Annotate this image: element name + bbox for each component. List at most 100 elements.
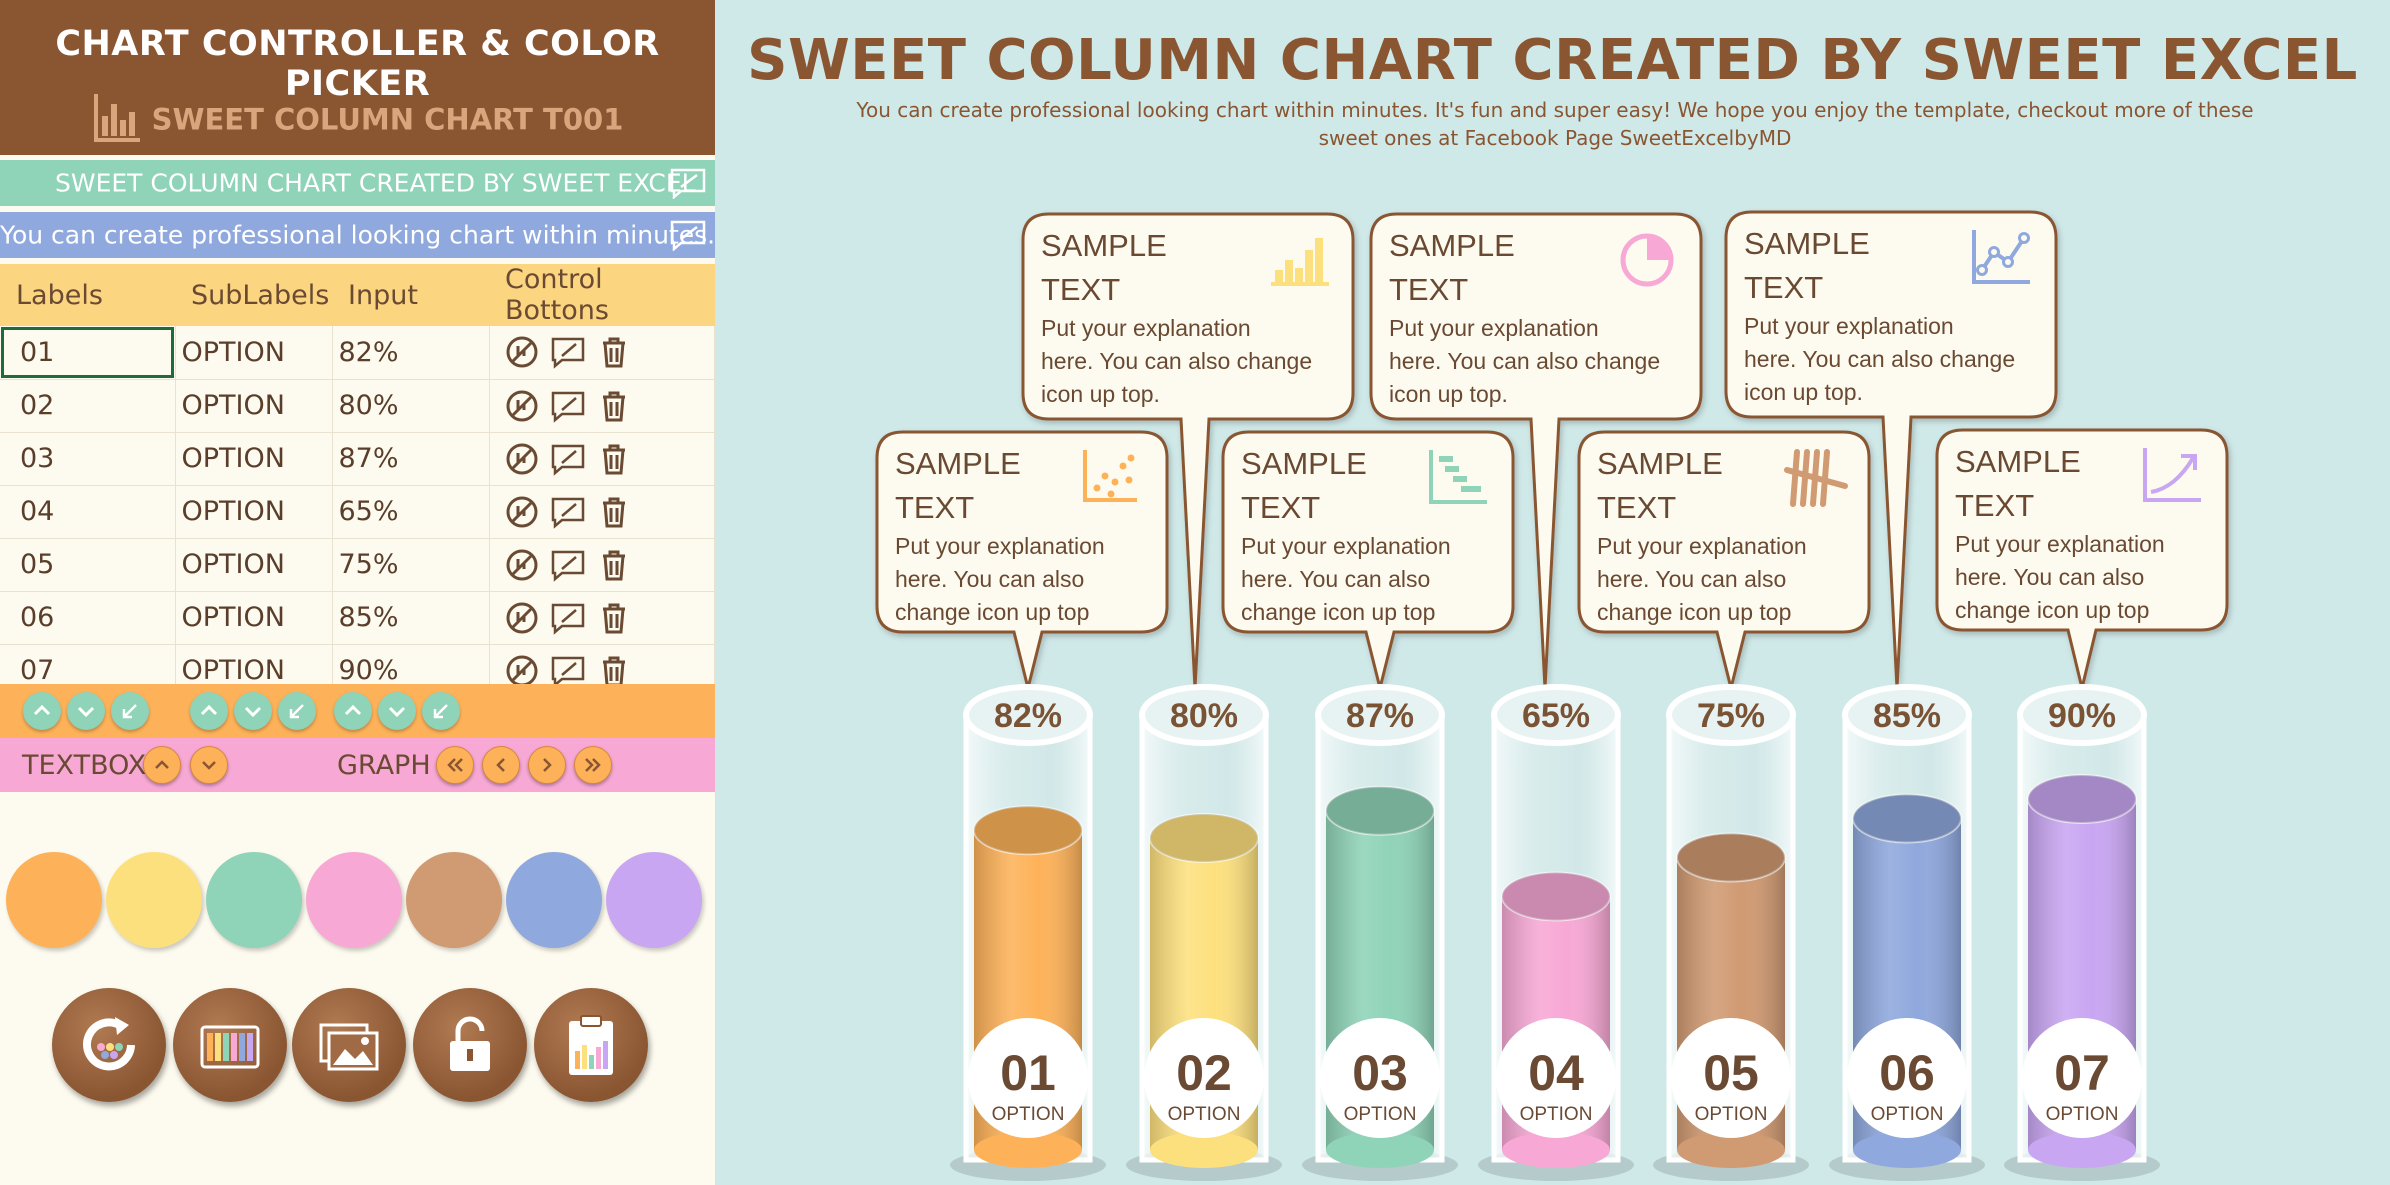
cell-sublabel[interactable]: OPTION — [175, 485, 333, 539]
move-down-button[interactable] — [378, 692, 416, 730]
color-palette-button[interactable] — [173, 988, 287, 1102]
callout-body: icon up top. — [1041, 381, 1160, 407]
cell-input[interactable]: 87% — [332, 432, 490, 486]
bar-top — [1501, 871, 1611, 922]
cell-input[interactable]: 82% — [332, 326, 490, 380]
edit-textbox-icon[interactable] — [550, 494, 586, 530]
graph-first-button[interactable] — [436, 746, 474, 784]
color-swatch[interactable] — [106, 852, 202, 948]
color-swatch[interactable] — [306, 852, 402, 948]
callout-box[interactable]: SAMPLE TEXT Put your explanation here. You … — [1369, 212, 1703, 689]
chart-description: You can create professional looking char… — [856, 98, 2254, 150]
bar-value-label: 82% — [994, 697, 1062, 735]
callout-box[interactable]: SAMPLE TEXT Put your explanation here. You … — [1724, 210, 2058, 689]
bar-top-shade — [2028, 775, 2136, 823]
col-header-control-buttons: Control Bottons — [489, 264, 715, 326]
move-up-button[interactable] — [334, 692, 372, 730]
bar-base — [1326, 1132, 1434, 1168]
resize-button[interactable] — [278, 692, 316, 730]
cell-sublabel[interactable]: OPTION — [175, 326, 333, 380]
trash-icon[interactable] — [596, 547, 632, 583]
unlock-button[interactable] — [413, 988, 527, 1102]
category-sublabel: OPTION — [1695, 1104, 1768, 1125]
hide-bar-icon[interactable] — [504, 334, 540, 370]
cell-label[interactable]: 02 — [0, 379, 176, 433]
cell-input[interactable]: 75% — [332, 538, 490, 592]
cell-label[interactable]: 01 — [0, 326, 176, 380]
chart-title-input-value: SWEET COLUMN CHART CREATED BY SWEET EXCE… — [55, 168, 696, 198]
col-header-sublabels: SubLabels — [175, 264, 332, 326]
cell-label[interactable]: 05 — [0, 538, 176, 592]
color-swatch[interactable] — [506, 852, 602, 948]
bar-top-shade — [1502, 872, 1610, 921]
edit-textbox-icon[interactable] — [550, 388, 586, 424]
callout-box[interactable]: SAMPLE TEXT Put your explanation here. You … — [1021, 212, 1355, 689]
textbox-down-button[interactable] — [190, 746, 228, 784]
resize-button[interactable] — [422, 692, 460, 730]
cell-input[interactable]: 80% — [332, 379, 490, 433]
chart-area: SWEET COLUMN CHART CREATED BY SWEET EXCE… — [715, 0, 2390, 1185]
callout-box[interactable]: SAMPLE TEXT Put your explanation here. You … — [1935, 428, 2229, 689]
clipboard-icon — [569, 1015, 613, 1075]
move-up-button[interactable] — [190, 692, 228, 730]
hide-bar-icon[interactable] — [504, 388, 540, 424]
cell-sublabel[interactable]: OPTION — [175, 538, 333, 592]
trash-icon[interactable] — [596, 600, 632, 636]
hide-bar-icon[interactable] — [504, 600, 540, 636]
chart-description-input[interactable]: You can create professional looking char… — [0, 212, 715, 258]
hide-bar-icon[interactable] — [504, 494, 540, 530]
color-swatch[interactable] — [606, 852, 702, 948]
trash-icon[interactable] — [596, 334, 632, 370]
callout-body: here. You can also — [1955, 564, 2144, 590]
cell-label[interactable]: 06 — [0, 591, 176, 645]
tally-icon — [1784, 449, 1848, 507]
edit-textbox-icon[interactable] — [669, 219, 707, 251]
callout-body: Put your explanation — [1241, 533, 1451, 559]
move-up-button[interactable] — [23, 692, 61, 730]
cell-sublabel[interactable]: OPTION — [175, 591, 333, 645]
move-down-button[interactable] — [234, 692, 272, 730]
edit-textbox-icon[interactable] — [550, 441, 586, 477]
image-icon — [319, 1023, 379, 1071]
resize-button[interactable] — [111, 692, 149, 730]
color-swatch[interactable] — [406, 852, 502, 948]
graph-next-button[interactable] — [528, 746, 566, 784]
clipboard-button[interactable] — [534, 988, 648, 1102]
cell-input[interactable]: 65% — [332, 485, 490, 539]
trash-icon[interactable] — [596, 388, 632, 424]
cell-sublabel[interactable]: OPTION — [175, 432, 333, 486]
edit-textbox-icon[interactable] — [550, 653, 586, 689]
trash-icon[interactable] — [596, 441, 632, 477]
trash-icon[interactable] — [596, 494, 632, 530]
graph-last-button[interactable] — [574, 746, 612, 784]
chart-title-input[interactable]: SWEET COLUMN CHART CREATED BY SWEET EXCE… — [0, 160, 715, 206]
callout-body: Put your explanation — [1389, 315, 1599, 341]
edit-textbox-icon[interactable] — [550, 547, 586, 583]
cell-input[interactable]: 85% — [332, 591, 490, 645]
cell-label[interactable]: 04 — [0, 485, 176, 539]
callout-box[interactable]: SAMPLE TEXT Put your explanation here. You … — [1221, 430, 1515, 689]
bar-base — [1150, 1132, 1258, 1168]
refresh-colors-button[interactable] — [52, 988, 166, 1102]
tube-rim — [2017, 684, 2147, 746]
textbox-up-button[interactable] — [143, 746, 181, 784]
move-down-button[interactable] — [67, 692, 105, 730]
callout-box[interactable]: SAMPLE TEXT Put your explanation here. You … — [1577, 430, 1871, 689]
image-button[interactable] — [292, 988, 406, 1102]
color-swatch[interactable] — [6, 852, 102, 948]
color-swatch[interactable] — [206, 852, 302, 948]
bar-value-label: 65% — [1522, 697, 1590, 735]
hide-bar-icon[interactable] — [504, 547, 540, 583]
edit-textbox-icon[interactable] — [669, 167, 707, 199]
column-bar: 80% 02 OPTION — [1126, 684, 1282, 1181]
callout-body: change icon up top — [1241, 599, 1435, 625]
edit-textbox-icon[interactable] — [550, 334, 586, 370]
edit-textbox-icon[interactable] — [550, 600, 586, 636]
graph-prev-button[interactable] — [482, 746, 520, 784]
cell-label[interactable]: 03 — [0, 432, 176, 486]
callout-box[interactable]: SAMPLE TEXT Put your explanation here. You … — [875, 430, 1169, 689]
cell-sublabel[interactable]: OPTION — [175, 379, 333, 433]
column-bar: 65% 04 OPTION — [1478, 684, 1634, 1181]
hide-bar-icon[interactable] — [504, 441, 540, 477]
bar-top — [1149, 813, 1259, 863]
